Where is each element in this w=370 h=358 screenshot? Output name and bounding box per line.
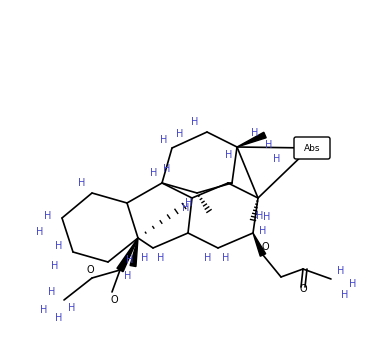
Text: H: H [51,261,59,271]
Text: H: H [150,168,158,178]
Polygon shape [237,132,266,147]
Text: H: H [44,211,52,221]
Text: H: H [341,290,349,300]
Text: H: H [48,287,56,297]
Text: O: O [110,295,118,305]
Text: H: H [40,305,48,315]
Text: H: H [124,271,132,281]
Text: H: H [349,279,357,289]
Text: H: H [55,241,63,251]
Text: H: H [182,203,190,213]
Text: H: H [273,154,281,164]
Text: O: O [299,284,307,294]
Polygon shape [130,238,138,266]
Text: O: O [261,242,269,252]
Text: H: H [265,140,273,150]
Text: H: H [204,253,212,263]
Text: H: H [222,253,230,263]
Text: H: H [191,117,199,127]
Text: H: H [160,135,168,145]
Text: H: H [36,227,44,237]
Polygon shape [117,238,138,272]
Text: O: O [86,265,94,275]
Text: Abs: Abs [304,144,320,153]
Text: H: H [78,178,86,188]
Text: H: H [157,253,165,263]
Text: H: H [263,212,271,222]
Text: H: H [163,164,171,174]
Text: H: H [126,255,134,265]
Text: H: H [176,129,184,139]
Text: H: H [337,266,345,276]
Text: H: H [259,226,267,236]
Polygon shape [253,233,266,256]
Text: H: H [256,211,264,221]
Text: H: H [141,253,149,263]
FancyBboxPatch shape [294,137,330,159]
Text: H: H [251,128,259,138]
Text: H: H [225,150,233,160]
Text: H: H [68,303,76,313]
Text: H: H [55,313,63,323]
Text: H: H [185,198,193,208]
